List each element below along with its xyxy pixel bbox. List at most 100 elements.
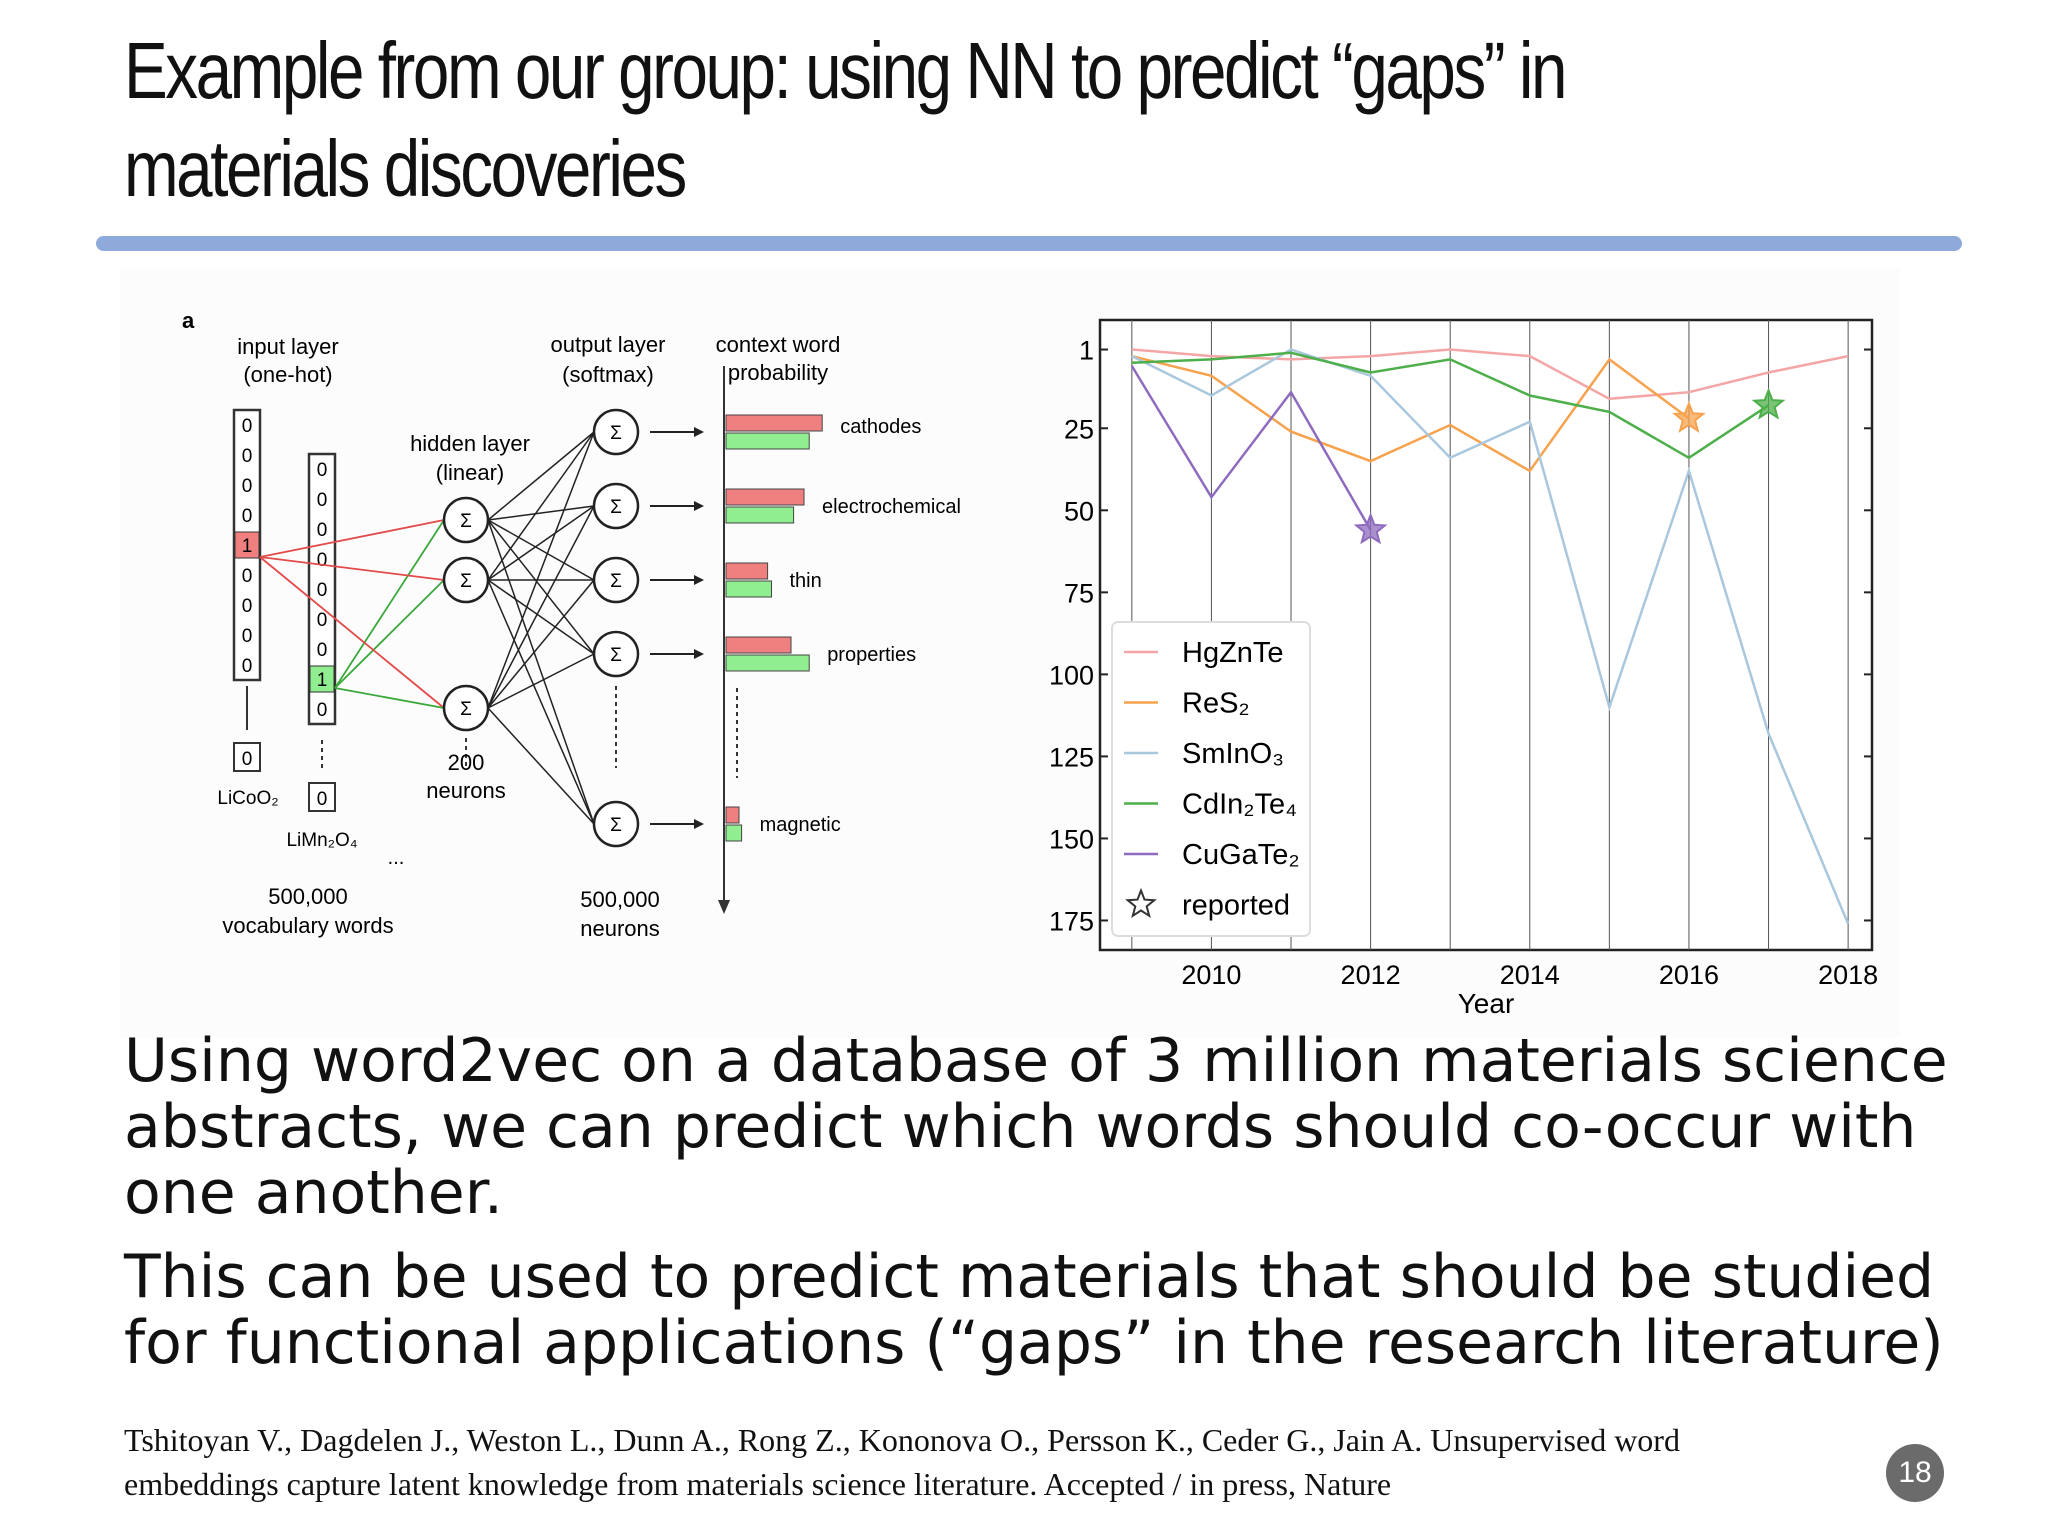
probability-bar-red bbox=[725, 806, 740, 824]
vector-cell-value: 0 bbox=[317, 520, 328, 541]
x-tick-label: 2016 bbox=[1659, 960, 1719, 990]
input-edge-red bbox=[259, 556, 445, 581]
ellipsis: ... bbox=[388, 847, 405, 869]
input-edge-red bbox=[259, 556, 445, 709]
y-tick-label: 1 bbox=[1079, 336, 1094, 366]
legend-label: ReS₂ bbox=[1182, 688, 1250, 720]
series-line bbox=[1131, 348, 1850, 925]
hidden-output-edge bbox=[487, 505, 595, 581]
context-word-label: cathodes bbox=[840, 416, 921, 438]
context-word-label: electrochemical bbox=[822, 496, 961, 518]
probability-bar-green bbox=[725, 824, 743, 842]
y-tick-label: 175 bbox=[1049, 906, 1094, 936]
vector-cell-value: 0 bbox=[242, 596, 253, 617]
one-hot-cell bbox=[234, 531, 260, 559]
slide-title: Example from our group: using NN to pred… bbox=[124, 26, 1568, 213]
hidden-neurons: Σ Σ Σ bbox=[442, 496, 490, 732]
series-line bbox=[1131, 351, 1770, 460]
output-arrowhead bbox=[694, 819, 704, 829]
vocab-count: 500,000 bbox=[268, 884, 348, 909]
tail-cell bbox=[308, 782, 336, 812]
output-arrowhead bbox=[694, 649, 704, 659]
hidden-count: 200 bbox=[448, 750, 485, 775]
x-tick-label: 2018 bbox=[1818, 960, 1878, 990]
output-neuron bbox=[592, 408, 640, 456]
legend-label: CuGaTe₂ bbox=[1182, 839, 1300, 871]
probability-bar-green bbox=[725, 506, 795, 524]
neuron-sigma: Σ bbox=[610, 571, 622, 592]
title-divider bbox=[96, 236, 1962, 251]
vector-cell-value: 0 bbox=[242, 626, 253, 647]
x-tick-label: 2014 bbox=[1500, 960, 1560, 990]
vector-cell-value: 0 bbox=[317, 580, 328, 601]
output-arrowhead bbox=[694, 575, 704, 585]
output-arrowhead bbox=[694, 501, 704, 511]
probability-bar-red bbox=[725, 488, 805, 506]
x-tick-label: 2010 bbox=[1181, 960, 1241, 990]
neuron-sigma: Σ bbox=[460, 571, 472, 592]
vector-cell-value: 0 bbox=[317, 610, 328, 631]
series-line bbox=[1131, 348, 1849, 401]
vector-cell-value: 0 bbox=[317, 460, 328, 481]
y-tick-label: 125 bbox=[1049, 742, 1094, 772]
vector-cell-value: 0 bbox=[317, 700, 328, 721]
neuron-sigma: Σ bbox=[610, 423, 622, 444]
input-edge-green bbox=[334, 519, 445, 689]
one-hot-cell bbox=[309, 665, 335, 693]
hidden-output-edge bbox=[487, 579, 595, 655]
vector-cell-value: 0 bbox=[242, 566, 253, 587]
vector-cell-value: 0 bbox=[242, 416, 253, 437]
vector-cell-value: 0 bbox=[242, 656, 253, 677]
legend-label: reported bbox=[1182, 890, 1290, 922]
hidden-output-edge bbox=[487, 707, 595, 825]
legend-star-icon bbox=[1125, 887, 1157, 919]
input-layer-sublabel: (one-hot) bbox=[243, 362, 332, 387]
chart-legend: HgZnTe ReS₂ SmInO₃ CdIn₂Te₄ CuGaTe₂ reported bbox=[1111, 621, 1311, 937]
input-edge-red bbox=[259, 519, 445, 558]
hidden-neuron bbox=[442, 684, 490, 732]
citation: Tshitoyan V., Dagdelen J., Weston L., Du… bbox=[124, 1422, 1680, 1502]
context-word-label: magnetic bbox=[760, 814, 841, 836]
neural-network-diagram: a input layer (one-hot) hidden layer (li… bbox=[182, 308, 961, 941]
legend-label: CdIn₂Te₄ bbox=[1182, 789, 1297, 821]
reported-markers bbox=[1353, 387, 1786, 545]
y-tick-label: 100 bbox=[1049, 660, 1094, 690]
x-tick-label: 2012 bbox=[1341, 960, 1401, 990]
hidden-neuron bbox=[442, 496, 490, 544]
figure-svg: a input layer (one-hot) hidden layer (li… bbox=[182, 308, 1878, 1019]
tail-cell bbox=[233, 742, 261, 772]
context-word-label: properties bbox=[827, 644, 916, 666]
vector-cell-value: 0 bbox=[317, 640, 328, 661]
hidden-output-edge bbox=[487, 579, 595, 709]
y-tick-label: 25 bbox=[1064, 414, 1094, 444]
neuron-sigma: Σ bbox=[610, 815, 622, 836]
input-edge-green bbox=[334, 687, 445, 709]
tail-cell-value: 0 bbox=[317, 789, 328, 810]
probability-bar-green bbox=[725, 654, 810, 672]
x-axis-ticks: 2010 2012 2014 2016 2018 bbox=[1181, 960, 1878, 990]
vector-cell-value: 1 bbox=[317, 670, 328, 691]
word-label-licoo2: LiCoO₂ bbox=[217, 788, 278, 809]
page-number-badge: 18 bbox=[1886, 1444, 1944, 1502]
neuron-sigma: Σ bbox=[460, 699, 472, 720]
hidden-output-edge bbox=[487, 431, 595, 709]
vector-cell-value: 0 bbox=[317, 490, 328, 511]
body-paragraph-1: Using word2vec on a database of 3 millio… bbox=[124, 1026, 1948, 1228]
x-axis-label: Year bbox=[1458, 988, 1515, 1019]
vocab-label: vocabulary words bbox=[222, 913, 393, 938]
output-neuron bbox=[592, 800, 640, 848]
input-layer-label: input layer bbox=[237, 334, 339, 359]
context-probability-label: probability bbox=[728, 360, 828, 385]
word-label-limn2o4: LiMn₂O₄ bbox=[286, 830, 357, 851]
figure-panel: a input layer (one-hot) hidden layer (li… bbox=[120, 268, 1900, 1038]
legend-label: SmInO₃ bbox=[1182, 738, 1284, 770]
hidden-output-edge bbox=[487, 519, 595, 825]
hidden-output-edge bbox=[487, 579, 595, 825]
output-arrowhead bbox=[694, 427, 704, 437]
neuron-sigma: Σ bbox=[610, 645, 622, 666]
hidden-output-edge bbox=[487, 519, 595, 581]
body-text: Using word2vec on a database of 3 millio… bbox=[124, 1028, 1954, 1394]
context-word-label: thin bbox=[790, 570, 822, 592]
network-edges bbox=[259, 431, 595, 825]
